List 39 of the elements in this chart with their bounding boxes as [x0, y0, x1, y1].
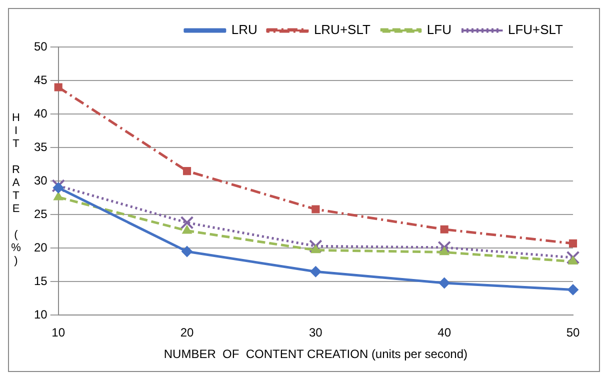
y-tick-label: 35: [34, 140, 48, 154]
point: [440, 246, 450, 256]
y-tick-label: 40: [34, 106, 48, 120]
x-tick-label: 50: [566, 326, 580, 340]
y-tick-label: 30: [34, 173, 48, 188]
point: [310, 266, 322, 278]
legend-label: LRU+SLT: [314, 22, 370, 38]
point: [566, 250, 580, 264]
legend-label: LFU: [426, 22, 452, 38]
y-tick-label: 25: [34, 206, 48, 221]
point: [180, 216, 194, 230]
y-tick-label: 50: [34, 39, 48, 54]
x-tick-label: 10: [52, 326, 66, 340]
y-tick-label: 20: [34, 240, 48, 254]
point: [52, 182, 64, 194]
point: [54, 192, 64, 200]
x-tick-label: 30: [308, 326, 323, 340]
point: [310, 244, 321, 254]
y-axis-title: HIT RATE (%): [9, 112, 23, 268]
point: [440, 225, 448, 234]
point: [568, 239, 578, 248]
point: [182, 246, 193, 258]
point: [438, 278, 450, 289]
legend-label: LFU+SLT: [508, 22, 564, 38]
point: [54, 83, 62, 92]
point: [568, 284, 578, 296]
x-tick-label: 40: [438, 326, 452, 340]
y-tick-label: 10: [34, 308, 48, 322]
point: [438, 240, 451, 254]
point: [568, 256, 578, 265]
x-axis-title: NUMBER OF CONTENT CREATION (units per second): [164, 347, 468, 362]
legend-label: LRU: [231, 22, 258, 38]
y-tick-label: 45: [34, 72, 48, 87]
x-tick-label: 20: [180, 326, 194, 340]
point: [182, 225, 192, 234]
y-tick-label: 15: [34, 274, 48, 288]
point: [312, 205, 320, 214]
point: [182, 167, 192, 176]
point: [309, 239, 322, 253]
